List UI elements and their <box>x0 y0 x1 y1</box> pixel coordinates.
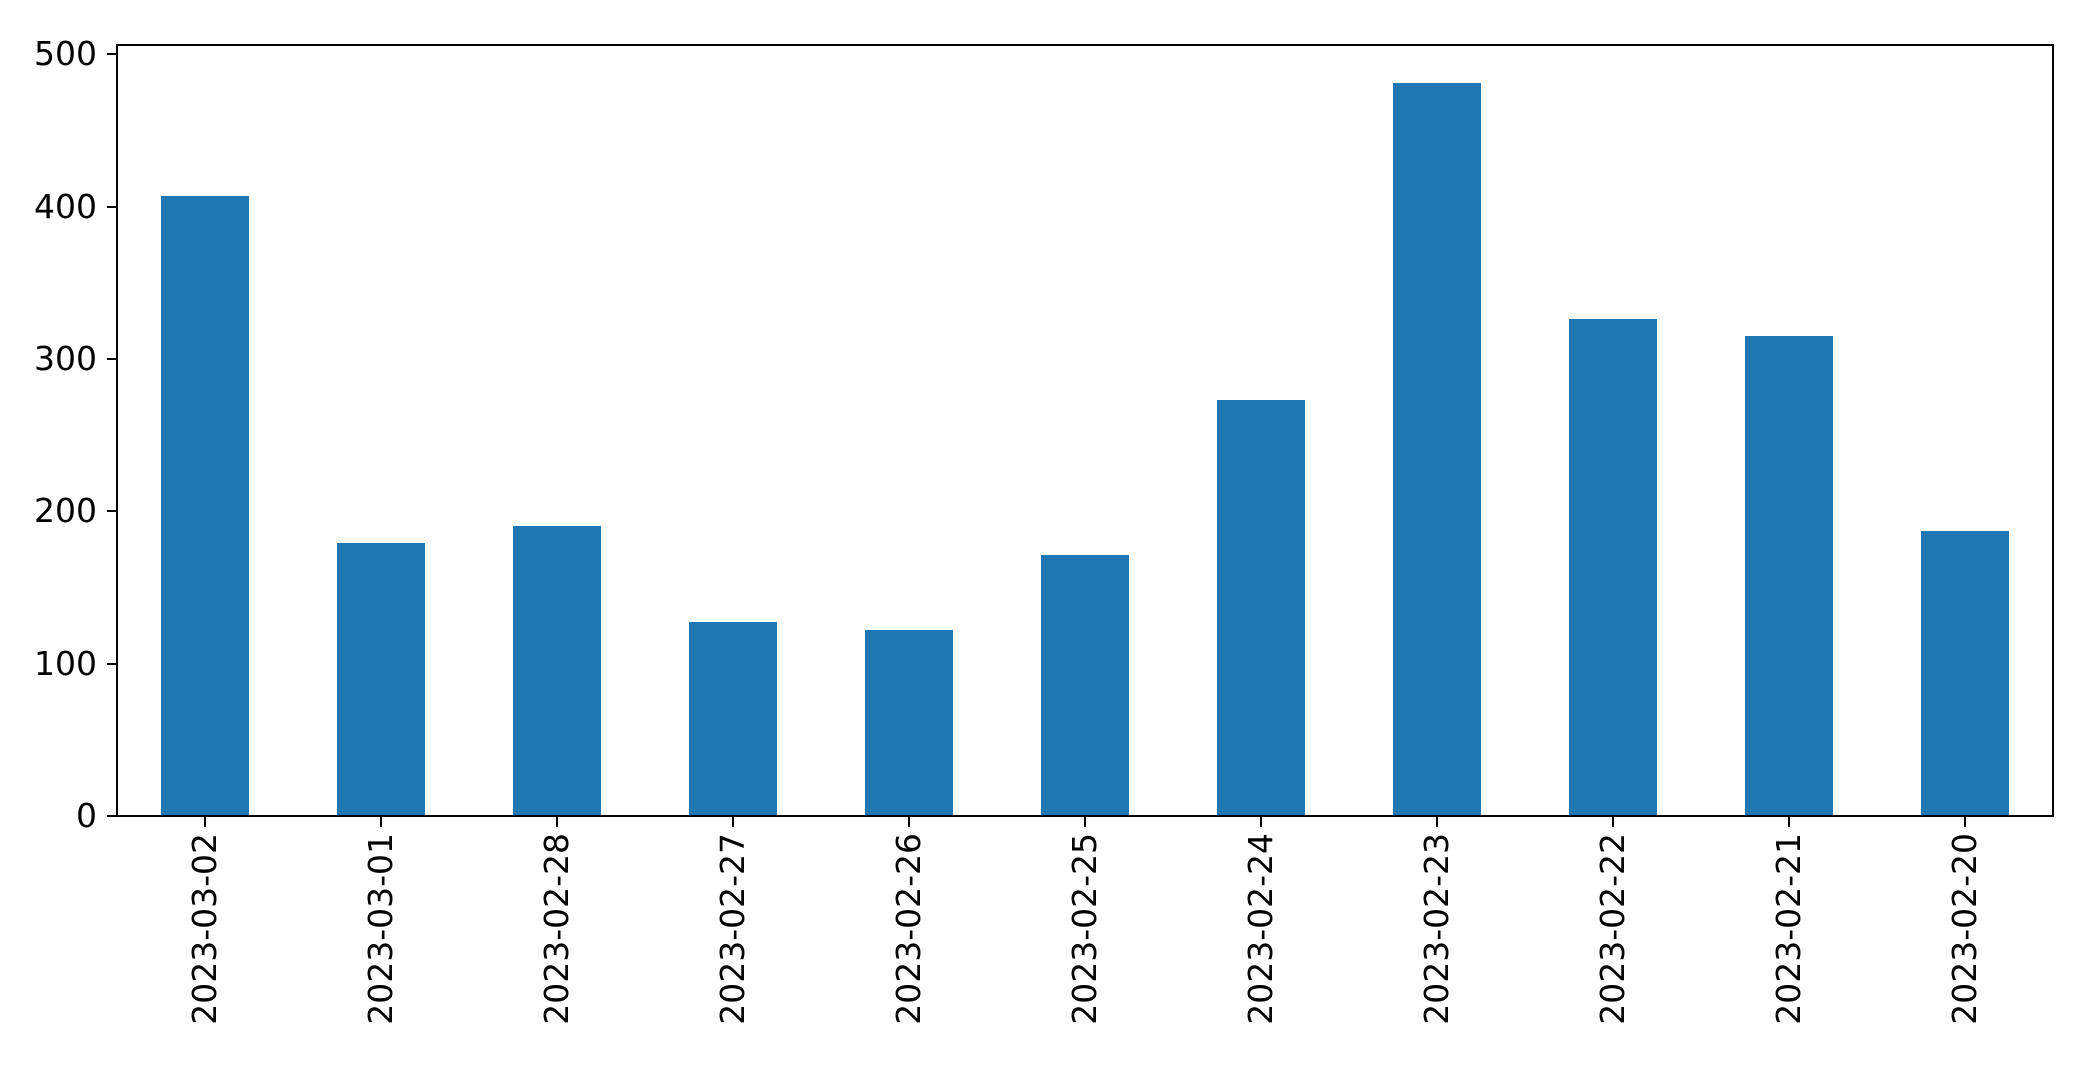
x-tick-mark <box>1260 817 1262 827</box>
x-tick-mark <box>908 817 910 827</box>
y-tick-mark <box>107 53 117 56</box>
x-tick-label: 2023-02-21 <box>1769 833 1808 1025</box>
bar <box>1217 400 1305 816</box>
y-tick-label: 100 <box>34 643 97 683</box>
x-tick-mark <box>1436 817 1438 827</box>
y-tick-label: 500 <box>34 34 97 74</box>
x-tick-mark <box>732 817 734 827</box>
x-tick-label: 2023-03-01 <box>361 833 400 1025</box>
x-tick-label: 2023-02-23 <box>1417 833 1456 1025</box>
y-tick-mark <box>107 205 117 208</box>
x-tick-label: 2023-02-24 <box>1241 833 1280 1025</box>
bar <box>1745 336 1833 816</box>
x-tick-label: 2023-03-02 <box>185 833 224 1025</box>
x-tick-label: 2023-02-25 <box>1065 833 1104 1025</box>
bar <box>513 526 601 816</box>
x-tick-mark <box>1612 817 1614 827</box>
bar <box>161 195 249 816</box>
x-tick-mark <box>204 817 206 827</box>
bar <box>1569 319 1657 816</box>
x-tick-mark <box>380 817 382 827</box>
x-tick-label: 2023-02-26 <box>889 833 928 1025</box>
y-tick-label: 300 <box>34 338 97 378</box>
x-tick-mark <box>1964 817 1966 827</box>
bar <box>865 630 953 816</box>
x-tick-mark <box>556 817 558 827</box>
x-tick-label: 2023-02-20 <box>1945 833 1984 1025</box>
bar <box>1921 531 2009 816</box>
x-tick-label: 2023-02-22 <box>1593 833 1632 1025</box>
y-tick-label: 200 <box>34 491 97 531</box>
x-tick-mark <box>1788 817 1790 827</box>
bar <box>337 543 425 816</box>
x-tick-mark <box>1084 817 1086 827</box>
y-tick-mark <box>107 510 117 513</box>
y-tick-label: 400 <box>34 186 97 226</box>
y-tick-label: 0 <box>76 796 97 835</box>
y-tick-mark <box>107 357 117 360</box>
x-tick-label: 2023-02-27 <box>713 833 752 1025</box>
y-tick-mark <box>107 662 117 665</box>
bar <box>689 622 777 816</box>
y-tick-mark <box>107 815 117 817</box>
x-tick-label: 2023-02-28 <box>537 833 576 1025</box>
bar <box>1041 555 1129 816</box>
bar <box>1393 83 1481 816</box>
